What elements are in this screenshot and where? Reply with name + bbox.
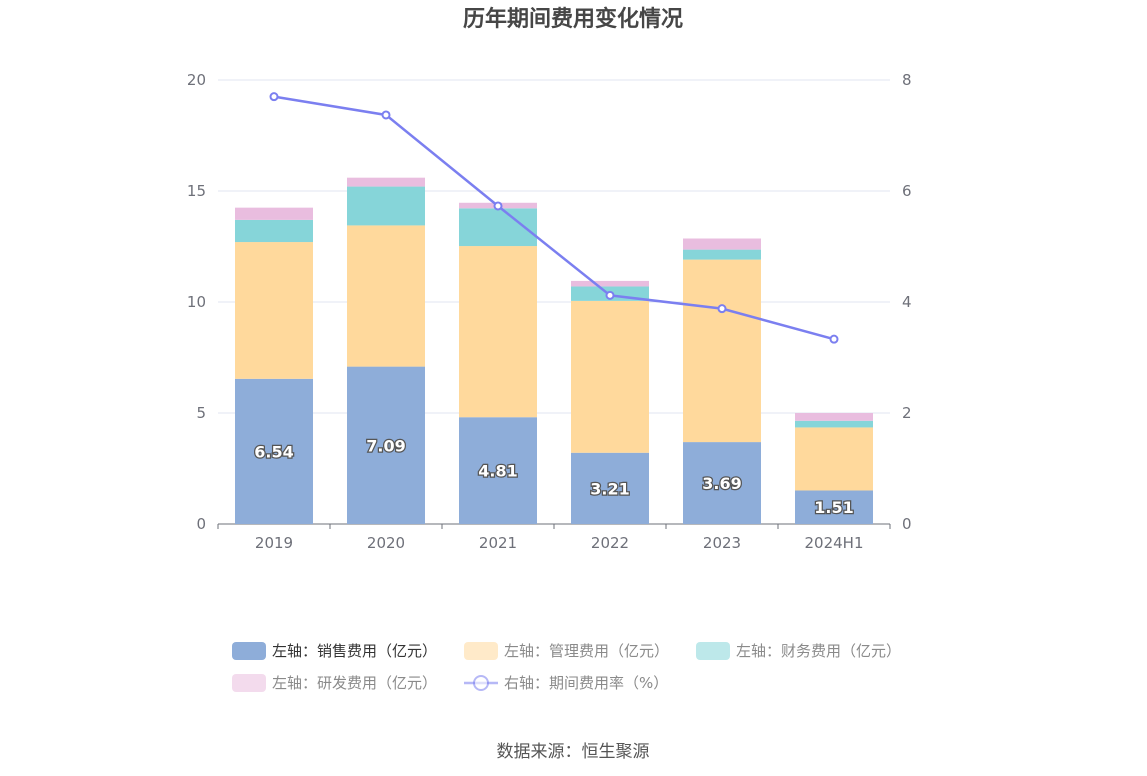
legend-item[interactable]: 左轴：研发费用（亿元） <box>232 674 437 692</box>
source-note: 数据来源：恒生聚源 <box>497 742 650 762</box>
y-left-tick-label: 0 <box>196 515 206 533</box>
chart-title: 历年期间费用变化情况 <box>463 6 683 32</box>
legend-item[interactable]: 左轴：销售费用（亿元） <box>232 642 437 660</box>
grid <box>218 79 890 414</box>
x-tick-label: 2022 <box>591 534 629 552</box>
bar-segment[interactable] <box>347 186 425 226</box>
bar-segment[interactable] <box>571 280 649 287</box>
x-tick-label: 2019 <box>255 534 293 552</box>
bar-segment[interactable] <box>347 366 425 524</box>
bar-segment[interactable] <box>683 259 761 443</box>
bar-segment[interactable] <box>795 420 873 428</box>
bar-segment[interactable] <box>235 242 313 379</box>
legend-swatch <box>464 642 498 660</box>
bar-value-label: 7.09 <box>366 436 405 455</box>
legend-item[interactable]: 左轴：管理费用（亿元） <box>464 642 669 660</box>
bar-segment[interactable] <box>459 246 537 418</box>
y-right-tick-label: 0 <box>902 515 912 533</box>
legend-label: 左轴：财务费用（亿元） <box>736 642 901 660</box>
bar-segment[interactable] <box>571 300 649 453</box>
legend-label: 右轴：期间费用率（%） <box>504 674 668 692</box>
y-right-tick-label: 8 <box>902 71 912 89</box>
y-left-tick-label: 10 <box>187 293 206 311</box>
rate-line-path <box>273 95 835 341</box>
y-left-tick-label: 20 <box>187 71 206 89</box>
bar-segment[interactable] <box>347 177 425 187</box>
rate-point[interactable] <box>493 201 503 211</box>
legend[interactable]: 左轴：销售费用（亿元） 左轴：管理费用（亿元） 左轴：财务费用（亿元） 左轴：研发费用… <box>232 642 901 692</box>
y-right-tick-label: 4 <box>902 293 912 311</box>
bar-value-label: 6.54 <box>254 442 293 461</box>
bars <box>235 177 873 524</box>
bar-value-label: 3.21 <box>590 479 629 498</box>
axes: 0 5 10 15 20 0 2 4 6 8 2019 2020 2021 2022 2023 2024H1 <box>187 71 912 552</box>
legend-item[interactable]: 右轴：期间费用率（%） <box>464 674 668 692</box>
y-right-tick-label: 2 <box>902 404 912 422</box>
rate-point[interactable] <box>269 92 279 102</box>
bar-segment[interactable] <box>347 225 425 367</box>
legend-swatch <box>696 642 730 660</box>
bar-segment[interactable] <box>683 238 761 250</box>
y-right-tick-label: 6 <box>902 182 912 200</box>
bar-value-label: 4.81 <box>478 462 517 481</box>
rate-line <box>269 92 839 344</box>
bar-segment[interactable] <box>235 219 313 243</box>
y-left-tick-label: 5 <box>196 404 206 422</box>
legend-item[interactable]: 左轴：财务费用（亿元） <box>696 642 901 660</box>
rate-point[interactable] <box>829 334 839 344</box>
x-tick-label: 2020 <box>367 534 405 552</box>
rate-point[interactable] <box>381 110 391 120</box>
x-tick-label: 2023 <box>703 534 741 552</box>
y-left-tick-label: 15 <box>187 182 206 200</box>
x-tick-label: 2021 <box>479 534 517 552</box>
legend-marker <box>473 675 489 691</box>
bar-value-label: 1.51 <box>814 498 853 517</box>
bar-segment[interactable] <box>683 249 761 260</box>
rate-point[interactable] <box>605 290 615 300</box>
bar-segment[interactable] <box>795 490 873 524</box>
bar-segment[interactable] <box>459 417 537 524</box>
bar-segment[interactable] <box>795 413 873 421</box>
bar-segment[interactable] <box>235 378 313 524</box>
bar-segment[interactable] <box>795 427 873 491</box>
bar-value-label: 3.69 <box>702 474 741 493</box>
legend-label: 左轴：研发费用（亿元） <box>272 674 437 692</box>
bar-labels: 6.54 7.09 4.81 3.21 3.69 1.51 <box>253 435 855 518</box>
bar-segment[interactable] <box>571 452 649 524</box>
x-tick-label: 2024H1 <box>805 534 864 552</box>
bar-segment[interactable] <box>235 207 313 220</box>
legend-swatch <box>232 642 266 660</box>
legend-label: 左轴：销售费用（亿元） <box>272 642 437 660</box>
legend-label: 左轴：管理费用（亿元） <box>504 642 669 660</box>
legend-swatch <box>232 674 266 692</box>
rate-point[interactable] <box>717 304 727 314</box>
bar-segment[interactable] <box>683 442 761 524</box>
